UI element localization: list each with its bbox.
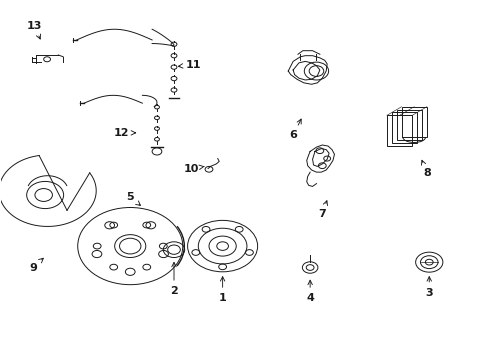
Text: 12: 12 — [114, 128, 135, 138]
Bar — [391, 112, 416, 143]
Text: 4: 4 — [305, 280, 313, 303]
Text: 9: 9 — [29, 258, 43, 273]
Text: 7: 7 — [318, 201, 327, 219]
Text: 1: 1 — [218, 277, 226, 303]
Bar — [396, 110, 421, 140]
Text: 5: 5 — [126, 192, 140, 206]
Bar — [386, 115, 411, 146]
Text: 11: 11 — [178, 60, 201, 70]
Text: 10: 10 — [183, 163, 204, 174]
Text: 3: 3 — [425, 277, 432, 297]
Text: 2: 2 — [170, 262, 178, 296]
Text: 6: 6 — [288, 119, 301, 140]
Text: 8: 8 — [421, 160, 430, 178]
Bar — [401, 107, 426, 137]
Text: 13: 13 — [27, 21, 42, 39]
